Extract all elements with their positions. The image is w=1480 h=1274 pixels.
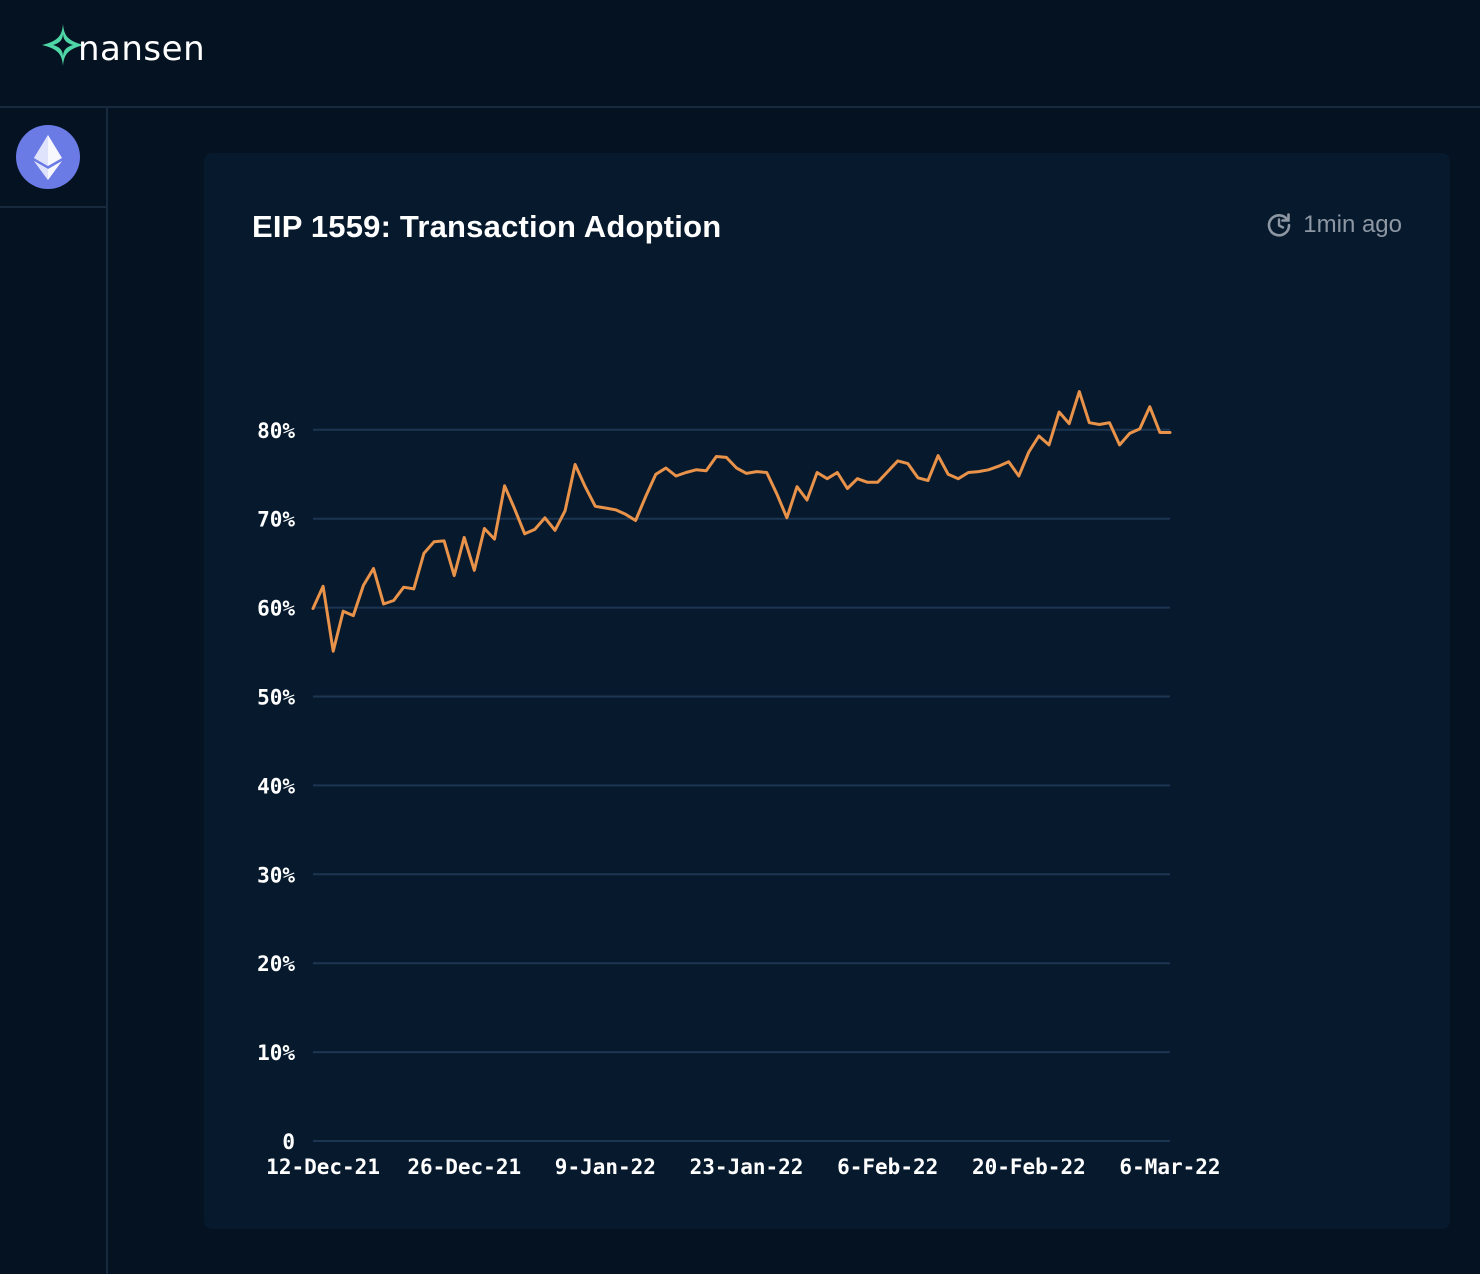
x-tick-label: 20-Feb-22	[972, 1155, 1086, 1179]
x-tick-label: 9-Jan-22	[555, 1155, 656, 1179]
last-updated[interactable]: 1min ago	[1265, 211, 1402, 239]
x-tick-label: 12-Dec-21	[266, 1155, 380, 1179]
x-tick-label: 6-Feb-22	[837, 1155, 938, 1179]
y-tick-label: 60%	[257, 597, 295, 621]
y-tick-label: 20%	[257, 952, 295, 976]
last-updated-text: 1min ago	[1303, 211, 1402, 238]
y-tick-label: 10%	[257, 1041, 295, 1065]
brand-name: nansen	[78, 29, 206, 69]
y-tick-label: 30%	[257, 863, 295, 887]
sidebar	[0, 108, 108, 1274]
chart-card: EIP 1559: Transaction Adoption 1min ago …	[204, 153, 1450, 1229]
refresh-clock-icon	[1267, 213, 1291, 237]
line-chart: 0 10% 20% 30% 40% 50% 60% 70% 80% 12-Dec-21 26-Dec…	[257, 390, 1221, 1179]
sidebar-chain-selector[interactable]	[0, 108, 106, 208]
y-tick-label: 80%	[257, 419, 295, 443]
y-tick-label: 50%	[257, 686, 295, 710]
y-tick-label: 40%	[257, 774, 295, 798]
x-tick-label: 23-Jan-22	[690, 1155, 804, 1179]
series-line	[311, 390, 1172, 653]
nansen-star-icon	[42, 24, 84, 66]
x-tick-label: 26-Dec-21	[407, 1155, 521, 1179]
ethereum-icon[interactable]	[16, 125, 80, 189]
x-tick-label: 6-Mar-22	[1119, 1155, 1220, 1179]
nansen-logo[interactable]: nansen	[40, 22, 205, 68]
y-tick-label: 0	[282, 1130, 295, 1154]
chart-title: EIP 1559: Transaction Adoption	[252, 209, 722, 244]
y-tick-label: 70%	[257, 508, 295, 532]
top-bar: nansen	[0, 0, 1480, 108]
